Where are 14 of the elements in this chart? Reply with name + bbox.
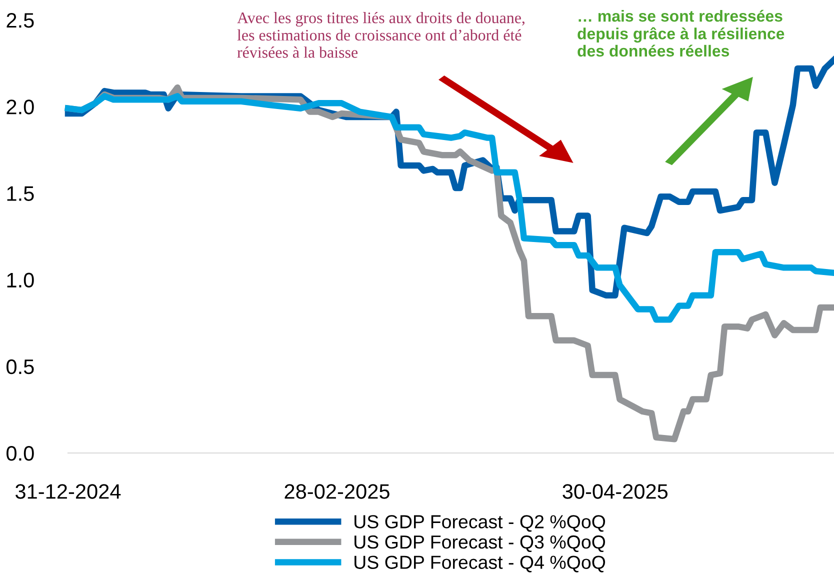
x-tick-label: 31-12-2024	[16, 484, 121, 499]
annotation: Avec les gros titres liés aux droits de douane, les estimations de croissance ont d’abord été révisées à la baisse	[237, 12, 524, 58]
legend-label: US GDP Forecast - Q2 %QoQ	[354, 515, 606, 532]
x-tick-label: 30-04-2025	[562, 484, 668, 499]
y-tick-label: 0.5	[6, 359, 34, 374]
y-tick-label: 1.5	[7, 186, 34, 201]
legend-label: US GDP Forecast - Q3 %QoQ	[354, 535, 606, 552]
annotation: … mais se sont redressées depuis grâce à la résilience des données réelles	[578, 10, 784, 57]
legend-label: US GDP Forecast - Q4 %QoQ	[354, 556, 606, 572]
y-tick-label: 0.0	[6, 446, 34, 461]
x-tick-label: 28-02-2025	[284, 484, 390, 499]
y-tick-label: 1.0	[7, 272, 34, 288]
y-tick-label: 2.0	[6, 100, 34, 114]
y-tick-label: 2.5	[6, 13, 34, 28]
